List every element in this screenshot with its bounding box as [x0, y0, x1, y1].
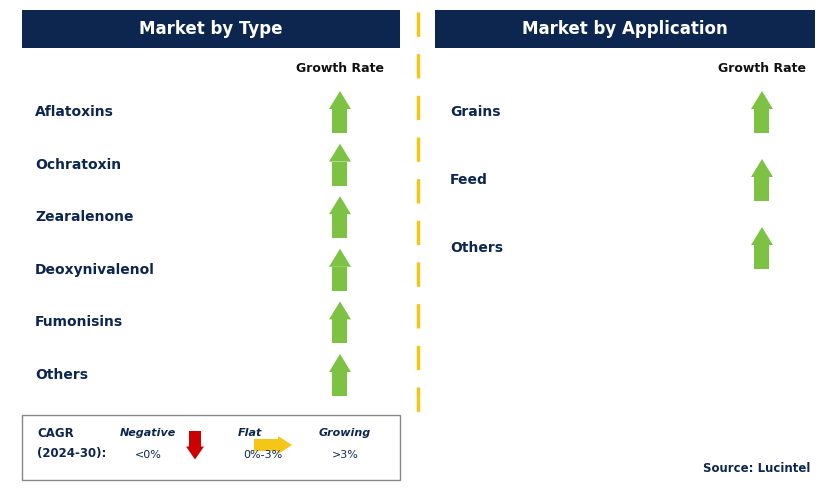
Polygon shape [277, 436, 291, 454]
Text: (2024-30):: (2024-30): [37, 446, 106, 460]
Bar [435, 10, 814, 48]
Text: Market by Type: Market by Type [139, 20, 282, 38]
Polygon shape [368, 443, 381, 460]
Polygon shape [189, 431, 200, 446]
Bar [22, 415, 400, 480]
Text: Negative: Negative [120, 428, 176, 438]
Polygon shape [332, 267, 347, 291]
Polygon shape [365, 431, 383, 443]
Polygon shape [329, 249, 350, 267]
Polygon shape [750, 159, 772, 177]
Polygon shape [332, 372, 347, 396]
Text: Ochratoxin: Ochratoxin [35, 158, 121, 172]
Text: Others: Others [35, 368, 88, 382]
Polygon shape [329, 354, 350, 372]
Polygon shape [753, 177, 768, 201]
Polygon shape [753, 109, 768, 133]
Polygon shape [332, 109, 347, 133]
Polygon shape [329, 301, 350, 319]
Text: Deoxynivalenol: Deoxynivalenol [35, 263, 155, 277]
Polygon shape [332, 319, 347, 343]
Text: >3%: >3% [331, 450, 358, 460]
Text: Source: Lucintel: Source: Lucintel [702, 462, 809, 474]
Text: Zearalenone: Zearalenone [35, 210, 133, 224]
Polygon shape [185, 446, 204, 460]
Polygon shape [329, 91, 350, 109]
Text: 0%-3%: 0%-3% [243, 450, 282, 460]
Text: Aflatoxins: Aflatoxins [35, 105, 113, 119]
Polygon shape [253, 439, 277, 451]
Text: Growing: Growing [319, 428, 371, 438]
Polygon shape [750, 91, 772, 109]
Polygon shape [329, 144, 350, 162]
Text: Fumonisins: Fumonisins [35, 316, 123, 329]
Text: CAGR: CAGR [37, 426, 74, 440]
Polygon shape [332, 162, 347, 186]
Text: <0%: <0% [134, 450, 161, 460]
Polygon shape [750, 227, 772, 245]
Text: Feed: Feed [450, 173, 488, 187]
Text: Growth Rate: Growth Rate [296, 62, 383, 74]
Text: Flat: Flat [238, 428, 262, 438]
Text: Others: Others [450, 241, 503, 255]
Polygon shape [332, 214, 347, 238]
Polygon shape [753, 245, 768, 269]
Text: Growth Rate: Growth Rate [717, 62, 805, 74]
Text: Market by Application: Market by Application [522, 20, 727, 38]
Polygon shape [329, 196, 350, 214]
Text: Grains: Grains [450, 105, 500, 119]
Bar [22, 10, 400, 48]
